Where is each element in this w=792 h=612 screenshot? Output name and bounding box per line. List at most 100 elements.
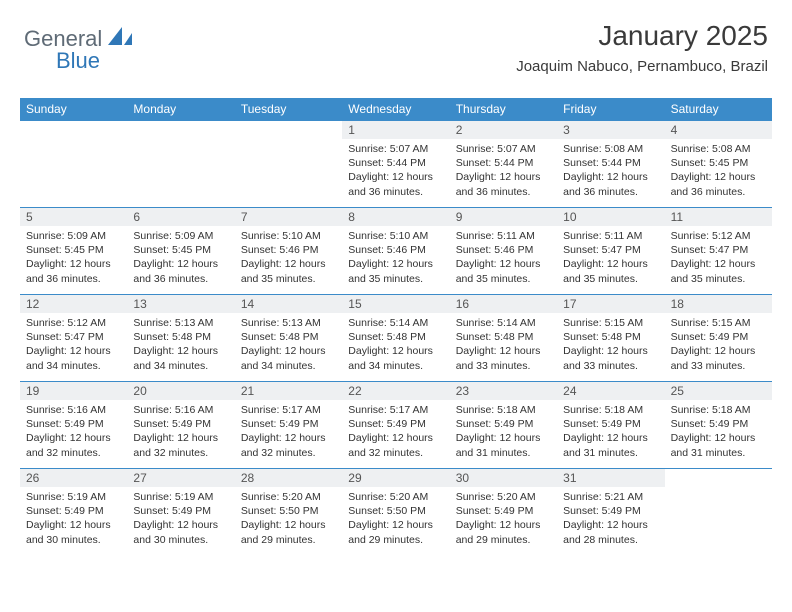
day-info: Sunrise: 5:20 AMSunset: 5:50 PMDaylight:… [241,490,336,547]
day-number: 5 [20,208,127,226]
info-line: and 29 minutes. [348,533,443,547]
info-line: and 32 minutes. [348,446,443,460]
info-line: Daylight: 12 hours [26,257,121,271]
info-line: and 32 minutes. [133,446,228,460]
info-line: Daylight: 12 hours [563,170,658,184]
info-line: Daylight: 12 hours [671,431,766,445]
day-info: Sunrise: 5:14 AMSunset: 5:48 PMDaylight:… [456,316,551,373]
page-header: January 2025 Joaquim Nabuco, Pernambuco,… [516,20,768,75]
calendar-cell [665,469,772,555]
info-line: and 35 minutes. [456,272,551,286]
calendar-cell: 2Sunrise: 5:07 AMSunset: 5:44 PMDaylight… [450,121,557,207]
weekday-header: Monday [127,98,234,120]
info-line: and 30 minutes. [133,533,228,547]
info-line: Sunrise: 5:11 AM [456,229,551,243]
calendar-cell: 1Sunrise: 5:07 AMSunset: 5:44 PMDaylight… [342,121,449,207]
info-line: and 31 minutes. [456,446,551,460]
day-number: 11 [665,208,772,226]
info-line: and 29 minutes. [241,533,336,547]
info-line: Sunset: 5:47 PM [563,243,658,257]
calendar-cell: 8Sunrise: 5:10 AMSunset: 5:46 PMDaylight… [342,208,449,294]
info-line: Sunrise: 5:17 AM [348,403,443,417]
calendar-cell: 13Sunrise: 5:13 AMSunset: 5:48 PMDayligh… [127,295,234,381]
info-line: Daylight: 12 hours [348,344,443,358]
day-info: Sunrise: 5:18 AMSunset: 5:49 PMDaylight:… [671,403,766,460]
day-info: Sunrise: 5:21 AMSunset: 5:49 PMDaylight:… [563,490,658,547]
day-number: 9 [450,208,557,226]
calendar-cell: 10Sunrise: 5:11 AMSunset: 5:47 PMDayligh… [557,208,664,294]
info-line: Daylight: 12 hours [348,170,443,184]
info-line: Sunset: 5:50 PM [241,504,336,518]
weekday-header: Friday [557,98,664,120]
info-line: Daylight: 12 hours [26,518,121,532]
info-line: and 36 minutes. [563,185,658,199]
day-info: Sunrise: 5:19 AMSunset: 5:49 PMDaylight:… [26,490,121,547]
calendar-cell: 16Sunrise: 5:14 AMSunset: 5:48 PMDayligh… [450,295,557,381]
info-line: Daylight: 12 hours [456,344,551,358]
info-line: Daylight: 12 hours [456,518,551,532]
day-number: 8 [342,208,449,226]
info-line: Sunset: 5:49 PM [671,417,766,431]
calendar-cell: 30Sunrise: 5:20 AMSunset: 5:49 PMDayligh… [450,469,557,555]
info-line: Sunset: 5:45 PM [671,156,766,170]
calendar-week: 12Sunrise: 5:12 AMSunset: 5:47 PMDayligh… [20,294,772,381]
info-line: Daylight: 12 hours [671,257,766,271]
info-line: Daylight: 12 hours [456,257,551,271]
day-info: Sunrise: 5:11 AMSunset: 5:47 PMDaylight:… [563,229,658,286]
calendar-cell: 7Sunrise: 5:10 AMSunset: 5:46 PMDaylight… [235,208,342,294]
info-line: and 33 minutes. [456,359,551,373]
info-line: Daylight: 12 hours [133,518,228,532]
info-line: and 33 minutes. [563,359,658,373]
day-info: Sunrise: 5:09 AMSunset: 5:45 PMDaylight:… [26,229,121,286]
info-line: Daylight: 12 hours [241,257,336,271]
day-info: Sunrise: 5:10 AMSunset: 5:46 PMDaylight:… [241,229,336,286]
calendar-cell: 29Sunrise: 5:20 AMSunset: 5:50 PMDayligh… [342,469,449,555]
info-line: Daylight: 12 hours [133,257,228,271]
calendar-cell [235,121,342,207]
calendar-cell: 14Sunrise: 5:13 AMSunset: 5:48 PMDayligh… [235,295,342,381]
info-line: and 29 minutes. [456,533,551,547]
info-line: Sunset: 5:49 PM [456,417,551,431]
weekday-header: Saturday [665,98,772,120]
day-info: Sunrise: 5:18 AMSunset: 5:49 PMDaylight:… [563,403,658,460]
day-info: Sunrise: 5:20 AMSunset: 5:50 PMDaylight:… [348,490,443,547]
info-line: Daylight: 12 hours [348,431,443,445]
info-line: and 35 minutes. [671,272,766,286]
info-line: Sunrise: 5:20 AM [241,490,336,504]
info-line: Sunset: 5:49 PM [563,504,658,518]
day-info: Sunrise: 5:14 AMSunset: 5:48 PMDaylight:… [348,316,443,373]
info-line: Sunset: 5:49 PM [26,504,121,518]
day-info: Sunrise: 5:20 AMSunset: 5:49 PMDaylight:… [456,490,551,547]
info-line: Sunrise: 5:14 AM [456,316,551,330]
info-line: Sunrise: 5:15 AM [563,316,658,330]
day-info: Sunrise: 5:13 AMSunset: 5:48 PMDaylight:… [133,316,228,373]
info-line: Sunset: 5:49 PM [671,330,766,344]
day-info: Sunrise: 5:16 AMSunset: 5:49 PMDaylight:… [133,403,228,460]
calendar-cell: 12Sunrise: 5:12 AMSunset: 5:47 PMDayligh… [20,295,127,381]
info-line: Daylight: 12 hours [348,257,443,271]
info-line: and 35 minutes. [563,272,658,286]
calendar-cell: 4 Sunrise: 5:08 AMSunset: 5:45 PMDaylight… [665,121,772,207]
day-info: Sunrise: 5:08 AMSunset: 5:45 PMDaylight:… [671,142,766,199]
info-line: Daylight: 12 hours [456,170,551,184]
info-line: Daylight: 12 hours [241,344,336,358]
info-line: Sunrise: 5:16 AM [133,403,228,417]
calendar-cell: 3Sunrise: 5:08 AMSunset: 5:44 PMDaylight… [557,121,664,207]
calendar-cell: 17Sunrise: 5:15 AMSunset: 5:48 PMDayligh… [557,295,664,381]
month-title: January 2025 [516,20,768,52]
info-line: Sunset: 5:44 PM [456,156,551,170]
day-number: 27 [127,469,234,487]
info-line: Sunset: 5:48 PM [348,330,443,344]
info-line: and 36 minutes. [26,272,121,286]
info-line: Daylight: 12 hours [241,431,336,445]
info-line: Daylight: 12 hours [563,518,658,532]
info-line: Sunrise: 5:10 AM [348,229,443,243]
day-number: 4 [665,121,772,139]
info-line: and 36 minutes. [671,185,766,199]
calendar-cell: 23Sunrise: 5:18 AMSunset: 5:49 PMDayligh… [450,382,557,468]
info-line: Sunrise: 5:07 AM [348,142,443,156]
info-line: Sunrise: 5:12 AM [671,229,766,243]
info-line: and 35 minutes. [348,272,443,286]
info-line: Sunrise: 5:19 AM [133,490,228,504]
brand-logo: General Blue [24,26,134,52]
